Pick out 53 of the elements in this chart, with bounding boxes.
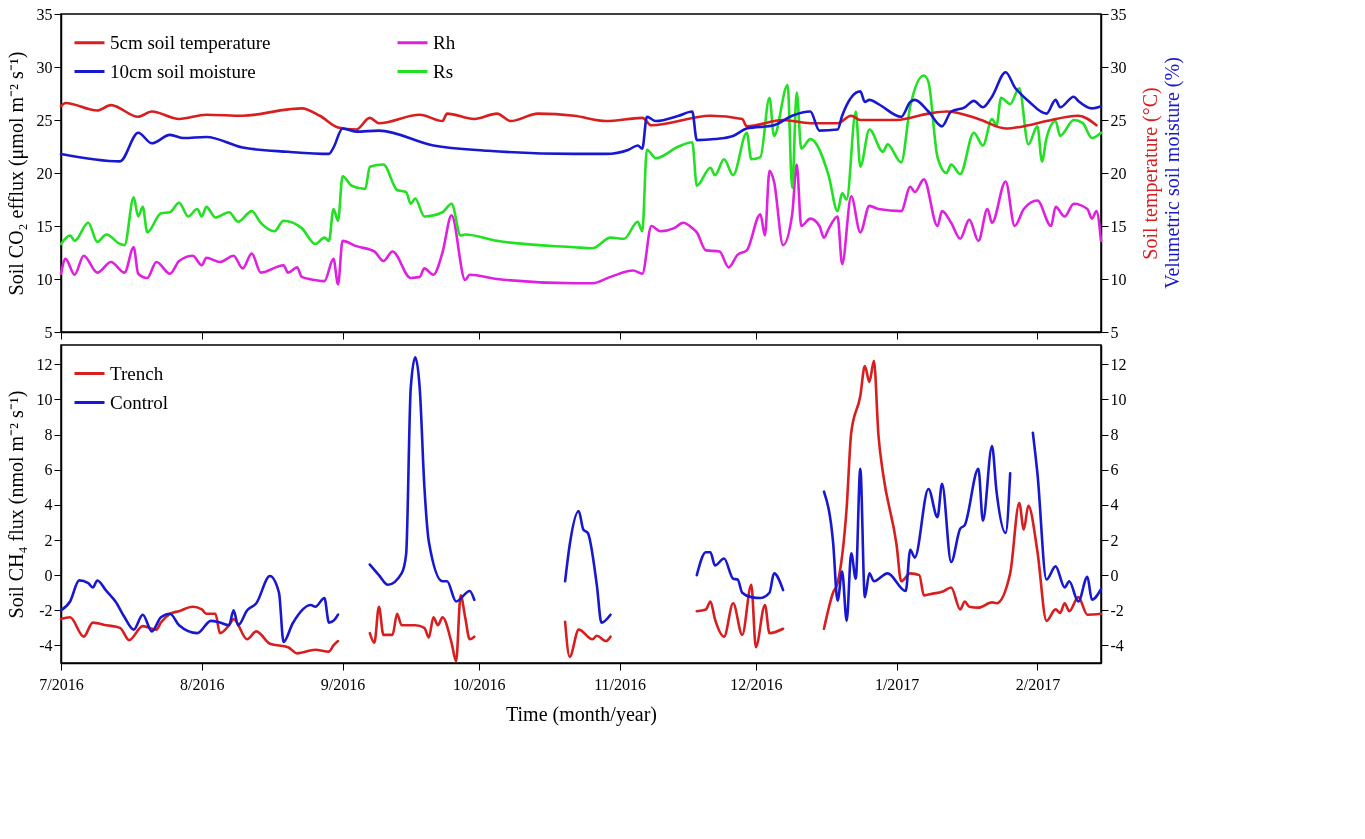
y-tick-label: -2 [39, 601, 53, 619]
y2-tick-label: 20 [1110, 164, 1127, 182]
y-axis-title: Soil CH₄ flux (nmol m⁻² s⁻¹) [4, 390, 28, 619]
y2-tick-label: 0 [1110, 566, 1119, 584]
y-axis-title: Soil CO₂ efflux (μmol m⁻² s⁻¹) [4, 51, 28, 296]
y2-tick-label: 8 [1110, 426, 1119, 444]
y-tick-label: 6 [44, 461, 53, 479]
legend-label: 10cm soil moisture [110, 60, 256, 82]
y-tick-label: 0 [44, 566, 53, 584]
y2-tick-label: 2 [1110, 531, 1119, 549]
legend-label: Rs [433, 60, 454, 82]
x-tick-label: 11/2016 [594, 675, 647, 693]
y-tick-label: 2 [44, 531, 53, 549]
y-tick-label: 12 [36, 355, 53, 373]
x-tick-label: 2/2017 [1015, 675, 1061, 693]
y2-tick-label: 10 [1110, 390, 1127, 408]
line-series [59, 163, 1103, 286]
y-tick-label: 4 [44, 496, 53, 514]
x-tick-label: 9/2016 [320, 675, 366, 693]
y2-tick-label: 12 [1110, 355, 1127, 373]
legend-label: Control [110, 391, 169, 413]
x-tick-label: 1/2017 [874, 675, 920, 693]
x-tick-label: 7/2016 [39, 675, 84, 693]
y-tick-label: 10 [36, 390, 53, 408]
legend-label: Rh [433, 31, 456, 53]
y-tick-label: 8 [44, 426, 53, 444]
y-tick-label: 10 [36, 270, 53, 288]
y-tick-label: 15 [36, 217, 53, 235]
y-tick-label: 30 [36, 58, 53, 76]
y2-tick-label: 6 [1110, 461, 1119, 479]
y-tick-label: 5 [44, 323, 53, 341]
y2-axis-title: Soil temperature (°C) [1138, 87, 1162, 260]
y-tick-label: 25 [36, 111, 53, 129]
y2-tick-label: 15 [1110, 217, 1127, 235]
text: Velumetric soil moisture (%) [1161, 57, 1184, 289]
y-tick-label: 20 [36, 164, 53, 182]
y2-tick-label: 30 [1110, 58, 1127, 76]
line-series [59, 101, 1098, 131]
y2-tick-label: -4 [1110, 636, 1124, 654]
y2-tick-label: 10 [1110, 270, 1127, 288]
y2-tick-label: 4 [1110, 496, 1119, 514]
legend-label: Trench [110, 362, 164, 384]
y2-tick-label: -2 [1110, 601, 1124, 619]
y2-tick-label: 5 [1110, 323, 1119, 341]
x-tick-label: 12/2016 [730, 675, 783, 693]
legend-label: 5cm soil temperature [110, 31, 271, 53]
y-tick-label: 35 [36, 5, 53, 23]
x-axis-title: Time (month/year) [506, 702, 657, 726]
x-tick-label: 8/2016 [180, 675, 225, 693]
y2-tick-label: 25 [1110, 111, 1127, 129]
x-tick-label: 10/2016 [453, 675, 506, 693]
y-tick-label: -4 [39, 636, 53, 654]
y2-tick-label: 35 [1110, 5, 1127, 23]
